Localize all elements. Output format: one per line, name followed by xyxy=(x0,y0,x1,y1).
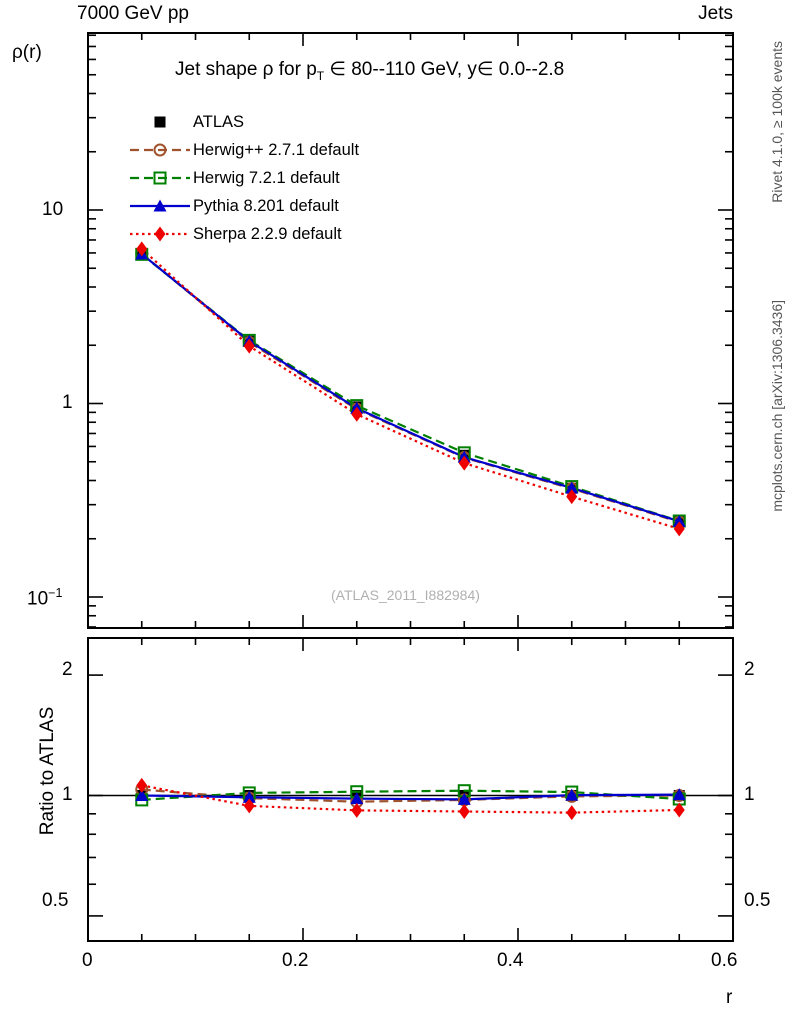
ratio-ytick-2-right: 2 xyxy=(744,659,755,680)
main-ytick-0p1-mantissa: 10 xyxy=(27,588,49,610)
main-ytick-1: 1 xyxy=(62,392,73,413)
ratio-marker-pythia xyxy=(135,789,149,801)
plot-title: Jet shape ρ for pT ∈ 80--110 GeV, y∈ 0.0… xyxy=(175,58,564,83)
main-line-sherpa xyxy=(141,248,680,530)
xaxis-label: r xyxy=(726,987,733,1008)
plot-title-subscript: T xyxy=(316,68,325,83)
main-marker-pythia xyxy=(565,481,579,494)
plot-title-post: ∈ 80--110 GeV, y∈ 0.0--2.8 xyxy=(324,59,565,80)
ratio-marker-sherpa xyxy=(351,802,363,818)
legend-marker-4 xyxy=(154,226,166,242)
ratio-marker-sherpa xyxy=(458,804,470,820)
legend-marker-2 xyxy=(153,171,167,185)
main-marker-sherpa xyxy=(458,455,470,471)
ratio-ytick-0p5-right: 0.5 xyxy=(744,890,771,911)
ratio-line-herwig xyxy=(141,789,680,801)
legend-marker-0 xyxy=(154,116,166,128)
ratio-ytick-2-left: 2 xyxy=(62,659,73,680)
legend-label-sherpa: Sherpa 2.2.9 default xyxy=(193,225,342,243)
plot-title-pre: Jet shape ρ for p xyxy=(175,59,317,80)
xtick-0: 0 xyxy=(82,950,93,971)
main-panel-frame xyxy=(87,32,734,629)
ratio-marker-pythia xyxy=(457,792,471,805)
legend-label-herwig7: Herwig 7.2.1 default xyxy=(193,169,340,187)
ratio-marker-pythia xyxy=(242,790,256,803)
ratio-marker-sherpa xyxy=(243,798,255,814)
main-ytick-0p1: 10−1 xyxy=(27,586,62,610)
xtick-0p6: 0.6 xyxy=(711,950,738,971)
main-marker-sherpa xyxy=(673,521,685,537)
main-marker-pythia xyxy=(672,514,686,527)
ratio-marker-pythia xyxy=(565,788,579,801)
legend-label-pythia: Pythia 8.201 default xyxy=(193,197,339,215)
main-line-herwig++ xyxy=(141,252,680,524)
ratio-panel-frame xyxy=(87,637,734,942)
ratio-line-sherpa xyxy=(141,784,680,814)
main-marker-sherpa xyxy=(351,406,363,422)
ratio-marker-sherpa xyxy=(136,777,148,793)
ratio-marker-sherpa xyxy=(566,805,578,821)
analysis-id-watermark: (ATLAS_2011_I882984) xyxy=(331,587,480,603)
legend-label-atlas: ATLAS xyxy=(193,113,245,131)
main-ytick-10: 10 xyxy=(42,199,64,220)
ratio-ytick-1-right: 1 xyxy=(744,784,755,805)
legend-label-herwigpp: Herwig++ 2.7.1 default xyxy=(193,141,360,159)
main-ytick-0p1-exponent: −1 xyxy=(48,586,63,600)
ratio-ytick-0p5-left: 0.5 xyxy=(42,890,69,911)
main-marker-sherpa xyxy=(243,338,255,354)
ratio-marker-pythia xyxy=(350,792,364,805)
header-left-beam-label: 7000 GeV pp xyxy=(77,3,189,24)
ratio-marker-sherpa xyxy=(673,802,685,818)
xtick-0p4: 0.4 xyxy=(497,950,524,971)
xtick-0p2: 0.2 xyxy=(282,950,309,971)
main-marker-sherpa xyxy=(566,489,578,505)
main-marker-sherpa xyxy=(136,241,148,257)
header-right-category-label: Jets xyxy=(698,3,733,24)
main-line-herwig xyxy=(141,253,680,523)
main-yaxis-label: ρ(r) xyxy=(12,42,42,63)
legend-marker-3 xyxy=(153,199,167,212)
ratio-ytick-1-left: 1 xyxy=(62,784,73,805)
main-line-pythia xyxy=(141,253,680,523)
ratio-marker-pythia xyxy=(672,788,686,801)
ratio-line-pythia xyxy=(141,793,680,801)
legend-marker-1 xyxy=(153,143,167,157)
